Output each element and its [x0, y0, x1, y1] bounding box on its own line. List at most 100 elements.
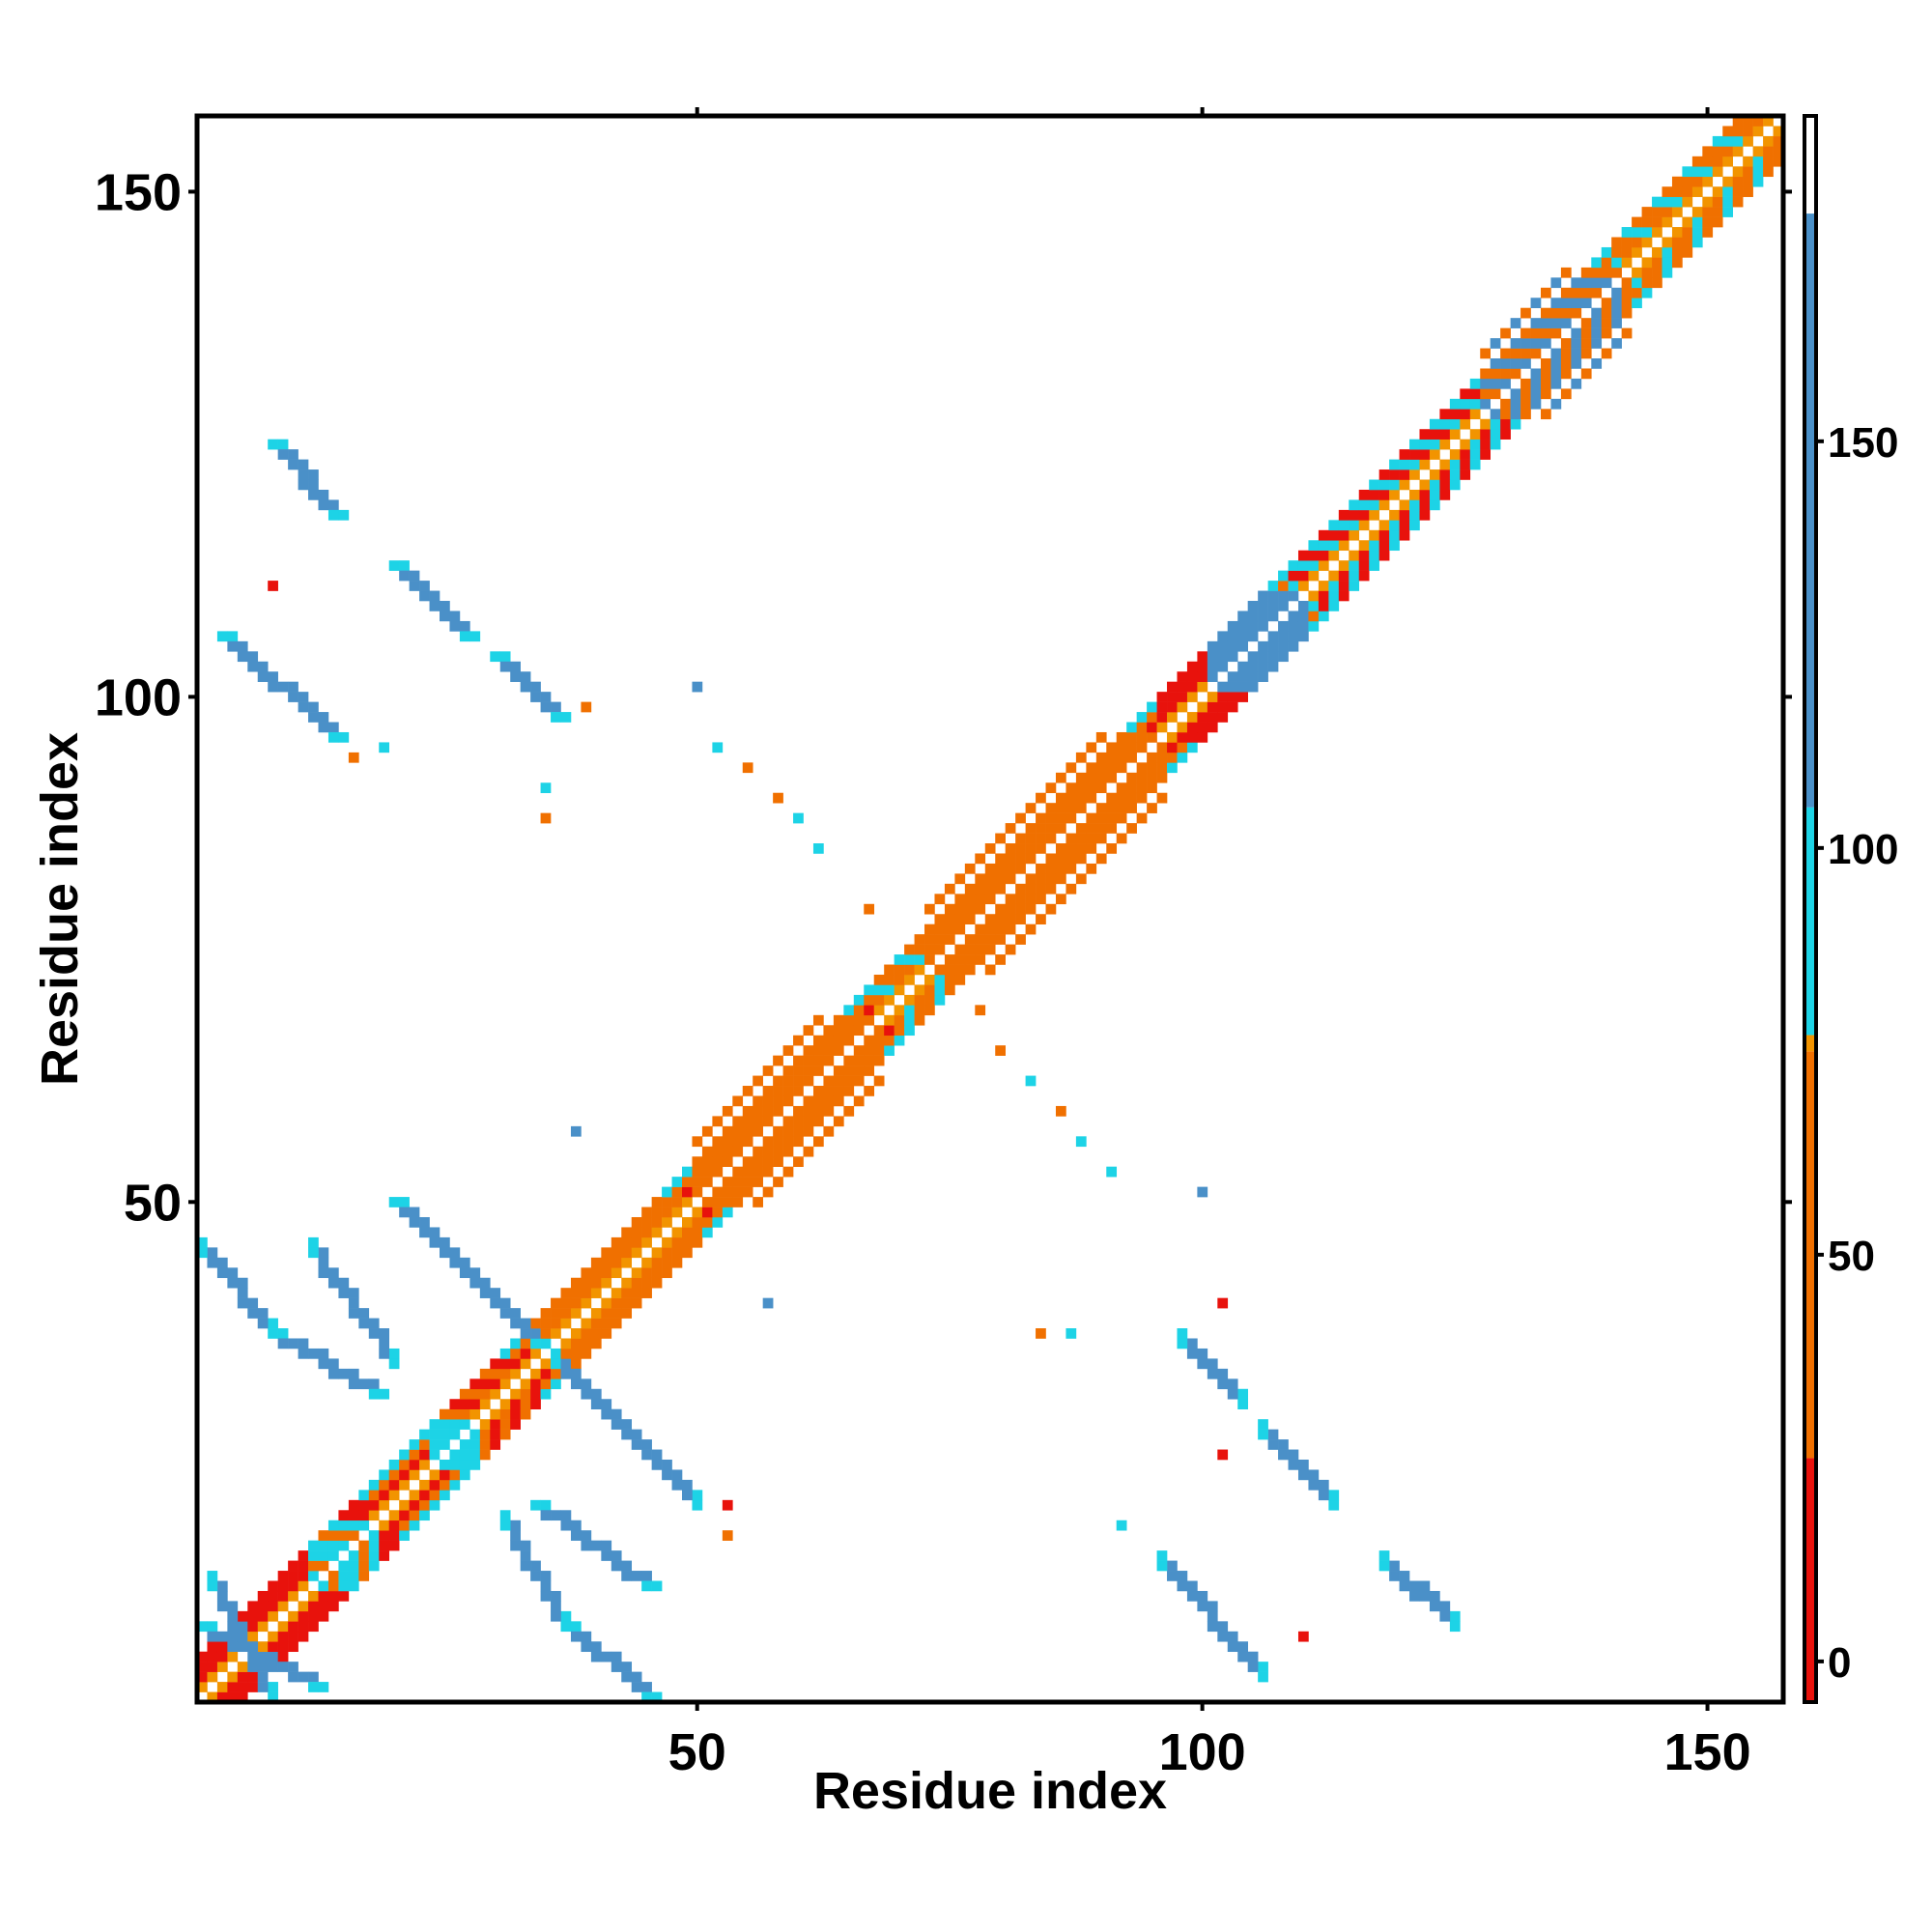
heatmap-cell: [1167, 1560, 1178, 1572]
heatmap-cell: [338, 1277, 350, 1289]
heatmap-cell: [1147, 722, 1157, 733]
heatmap-cell: [1338, 540, 1350, 552]
heatmap-cell: [671, 1469, 683, 1481]
heatmap-cell: [510, 1308, 521, 1319]
heatmap-cell: [268, 581, 278, 591]
heatmap-cell: [1490, 418, 1501, 430]
heatmap-cell: [327, 1550, 339, 1561]
heatmap-cell: [1449, 1610, 1461, 1622]
heatmap-cell: [581, 1318, 592, 1329]
heatmap-cell: [1116, 742, 1127, 753]
heatmap-cell: [762, 1186, 774, 1198]
heatmap-cell: [1722, 126, 1734, 137]
heatmap-cell: [1186, 712, 1198, 723]
heatmap-cell: [1480, 398, 1491, 410]
heatmap-cell: [1773, 126, 1784, 137]
heatmap-cell: [560, 1318, 572, 1329]
heatmap-cell: [409, 1490, 420, 1501]
heatmap-cell: [1267, 640, 1279, 652]
heatmap-cell: [298, 1601, 309, 1612]
heatmap-cell: [1126, 752, 1137, 763]
heatmap-cell: [1439, 418, 1451, 430]
heatmap-cell: [995, 863, 1006, 874]
heatmap-cell: [853, 1045, 865, 1056]
heatmap-cell: [247, 1641, 259, 1653]
heatmap-cell: [490, 1288, 501, 1298]
heatmap-cell: [843, 1025, 855, 1037]
heatmap-cell: [1389, 479, 1400, 491]
heatmap-cell: [1237, 692, 1248, 702]
heatmap-cell: [812, 1136, 824, 1148]
heatmap-cell: [379, 1479, 390, 1491]
heatmap-cell: [853, 1095, 865, 1107]
heatmap-cell: [984, 883, 996, 895]
heatmap-cell: [560, 1621, 572, 1633]
heatmap-cell: [1571, 338, 1582, 349]
heatmap-cell: [1560, 298, 1572, 309]
heatmap-cell: [327, 1580, 339, 1592]
heatmap-cell: [934, 974, 946, 985]
heatmap-cell: [479, 1439, 491, 1450]
heatmap-cell: [358, 1499, 370, 1511]
heatmap-cell: [257, 1662, 269, 1672]
heatmap-cell: [1682, 196, 1693, 208]
heatmap-cell: [1247, 620, 1259, 632]
heatmap-cell: [1308, 611, 1320, 622]
heatmap-cell: [318, 1610, 329, 1622]
heatmap-cell: [1632, 298, 1642, 309]
heatmap-cell: [419, 1429, 430, 1440]
heatmap-cell: [803, 1075, 814, 1087]
heatmap-cell: [1318, 1490, 1329, 1501]
heatmap-cell: [692, 681, 703, 693]
heatmap-cell: [570, 1378, 582, 1390]
heatmap-cell: [1308, 540, 1320, 552]
heatmap-cell: [762, 1146, 774, 1157]
heatmap-cell: [1247, 631, 1259, 642]
heatmap-cell: [1126, 823, 1137, 834]
heatmap-cell: [227, 1691, 239, 1703]
heatmap-cell: [1480, 368, 1491, 380]
heatmap-cell: [1227, 681, 1238, 693]
heatmap-cell: [803, 1045, 814, 1056]
heatmap-cell: [338, 1530, 350, 1541]
heatmap-cell: [662, 1186, 672, 1198]
heatmap-cell: [995, 954, 1006, 965]
heatmap-cell: [1389, 529, 1400, 541]
heatmap-cell: [692, 1166, 703, 1178]
heatmap-cell: [1227, 1388, 1238, 1400]
heatmap-cell: [1297, 570, 1309, 582]
heatmap-cell: [227, 1682, 239, 1692]
heatmap-cell: [762, 1156, 774, 1167]
heatmap-cell: [510, 1388, 521, 1400]
heatmap-cell: [1550, 298, 1562, 309]
heatmap-cell: [611, 1247, 622, 1259]
heatmap-cell: [459, 1388, 470, 1400]
heatmap-cell: [419, 1449, 430, 1461]
heatmap-cell: [1369, 560, 1379, 571]
heatmap-cell: [944, 964, 955, 976]
heatmap-cell: [1500, 348, 1511, 359]
heatmap-cell: [1227, 1631, 1238, 1642]
heatmap-cell: [1297, 550, 1309, 561]
heatmap-cell: [1177, 692, 1188, 702]
heatmap-cell: [1732, 166, 1744, 178]
heatmap-cell: [873, 974, 885, 985]
heatmap-cell: [429, 601, 440, 611]
heatmap-cell: [327, 722, 339, 733]
heatmap-cell: [1207, 1368, 1218, 1379]
heatmap-cell: [440, 1429, 450, 1440]
heatmap-cell: [338, 509, 350, 521]
heatmap-cell: [469, 1388, 481, 1400]
heatmap-cell: [1005, 823, 1016, 834]
heatmap-cell: [247, 1297, 259, 1309]
heatmap-cell: [1095, 853, 1107, 865]
heatmap-cell: [247, 1610, 259, 1622]
heatmap-cell: [338, 1590, 350, 1602]
y-tick-label: 150: [95, 163, 182, 221]
heatmap-cell: [1065, 762, 1077, 774]
heatmap-cell: [773, 1146, 783, 1157]
heatmap-cell: [1429, 479, 1440, 491]
heatmap-cell: [1338, 520, 1350, 531]
heatmap-cell: [1116, 803, 1127, 813]
heatmap-cell: [288, 1631, 298, 1642]
